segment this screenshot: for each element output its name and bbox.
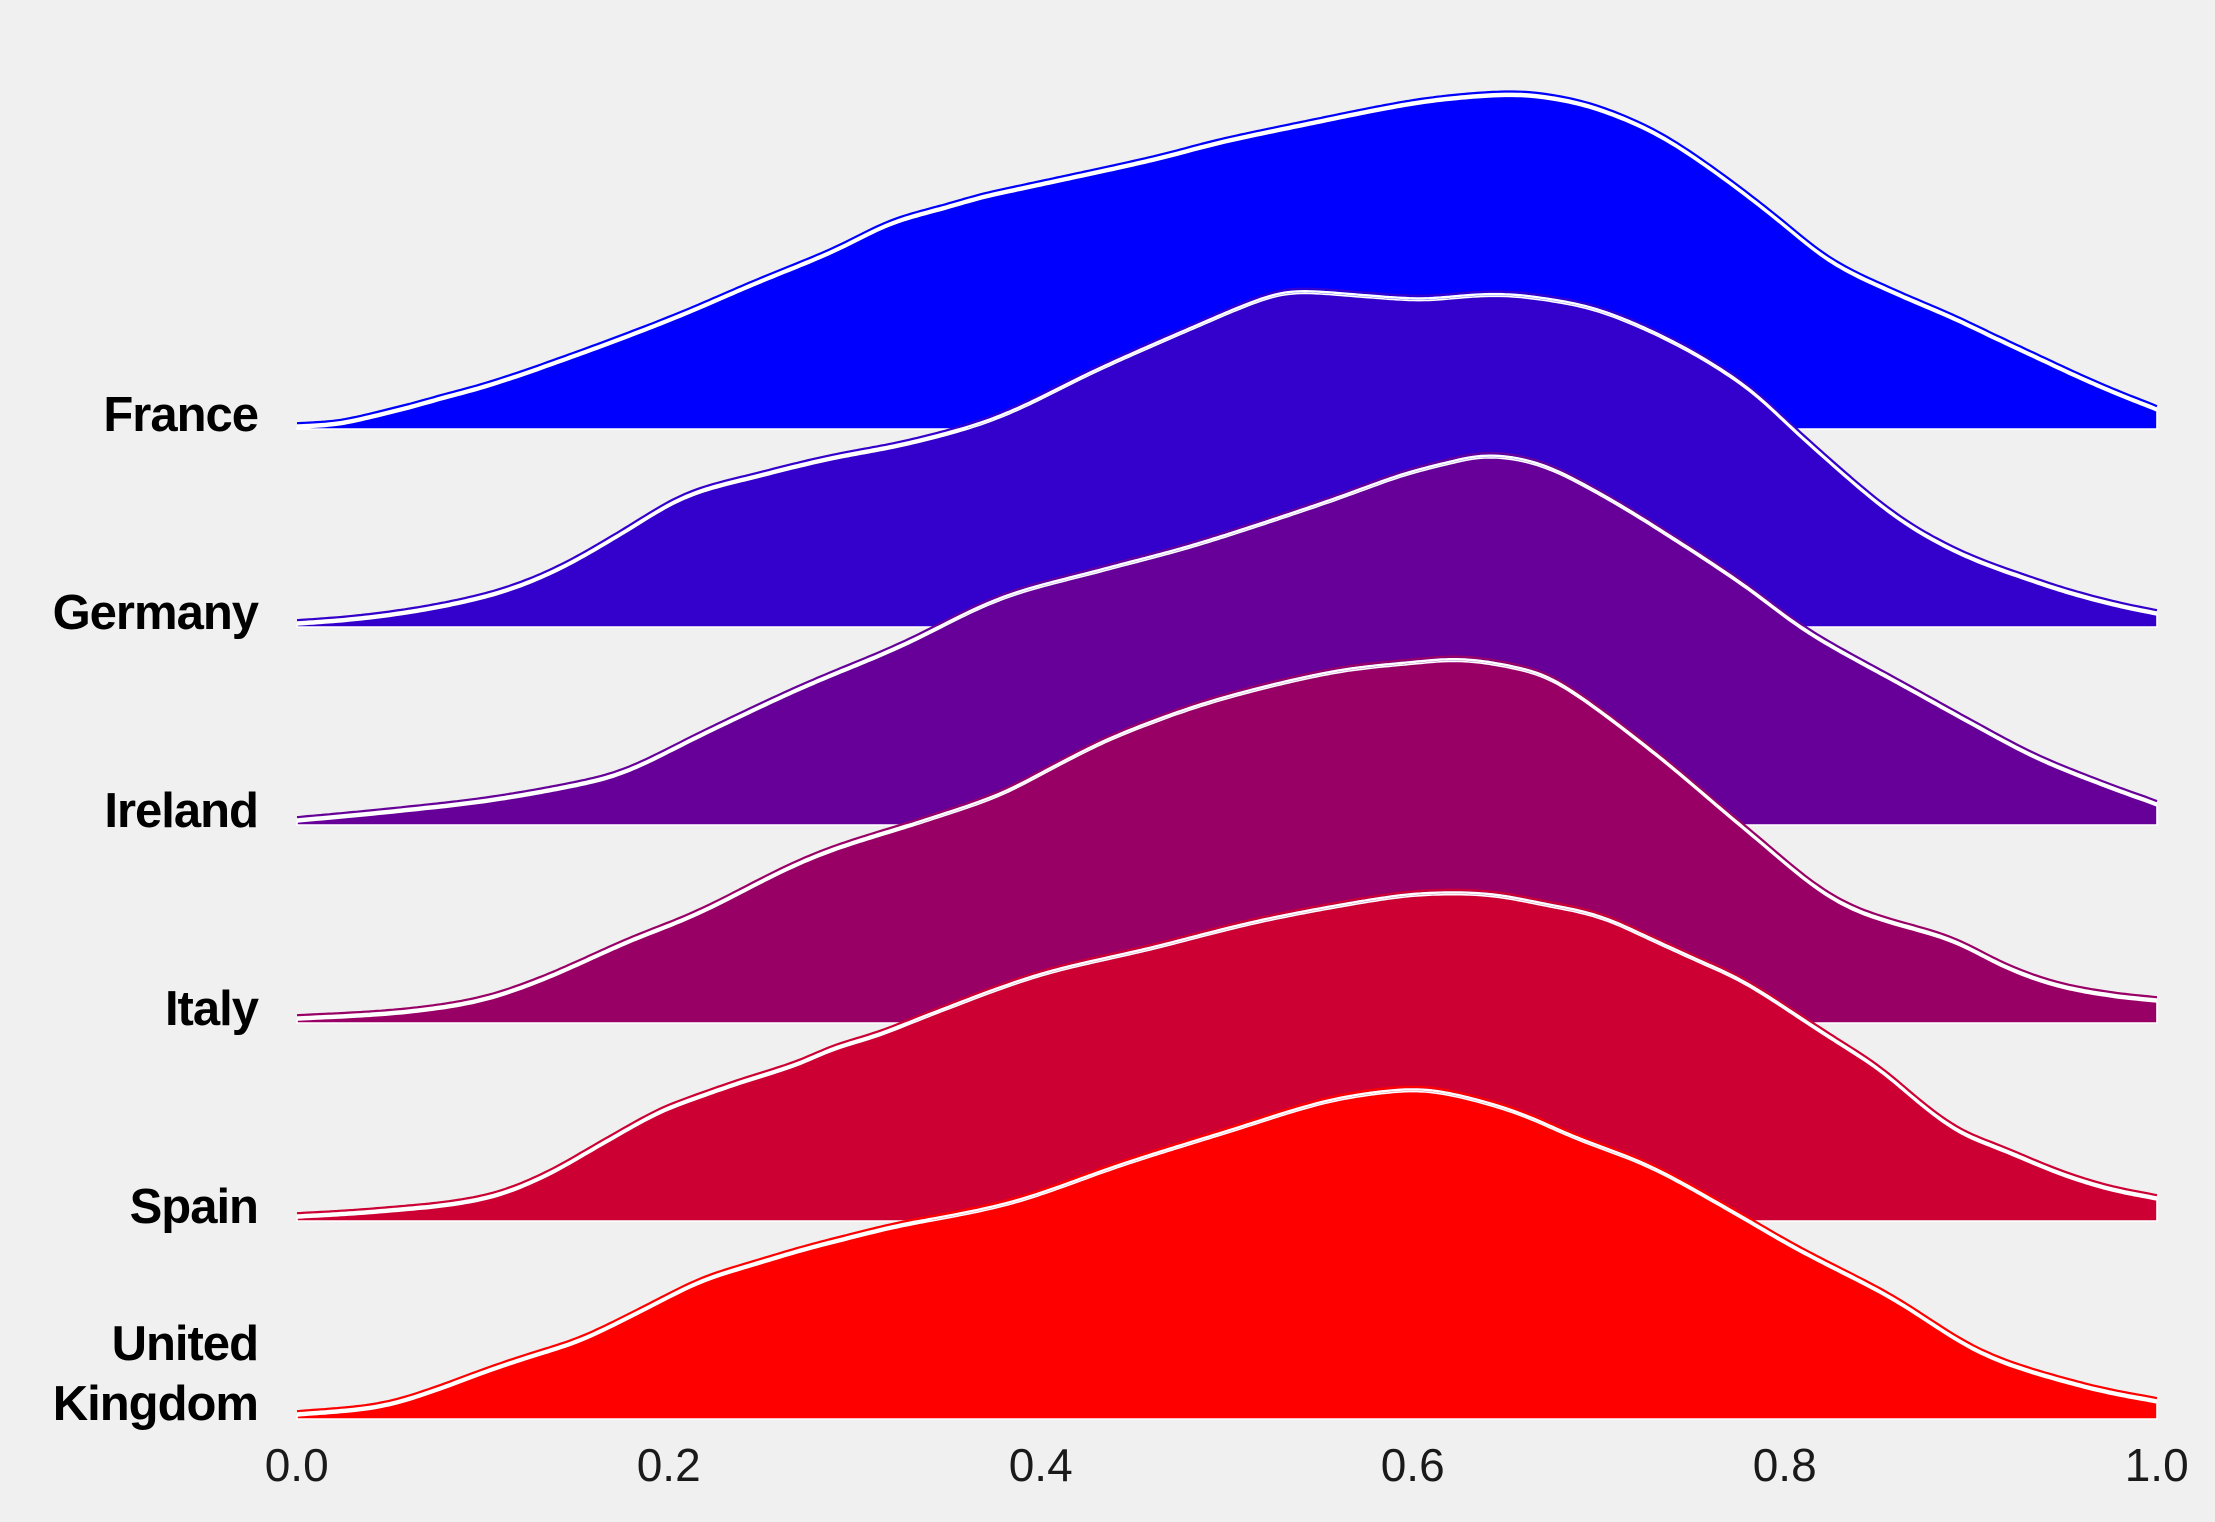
svg-text:Spain: Spain bbox=[130, 1180, 258, 1234]
svg-text:France: France bbox=[103, 388, 258, 442]
svg-text:Kingdom: Kingdom bbox=[53, 1377, 258, 1431]
svg-text:Italy: Italy bbox=[165, 982, 259, 1036]
svg-text:Germany: Germany bbox=[53, 586, 259, 640]
svg-text:0.8: 0.8 bbox=[1753, 1439, 1817, 1491]
svg-text:0.4: 0.4 bbox=[1009, 1439, 1073, 1491]
svg-text:0.0: 0.0 bbox=[265, 1439, 329, 1491]
svg-text:Ireland: Ireland bbox=[104, 784, 258, 838]
svg-text:0.6: 0.6 bbox=[1381, 1439, 1445, 1491]
svg-text:1.0: 1.0 bbox=[2125, 1439, 2189, 1491]
svg-text:0.2: 0.2 bbox=[637, 1439, 701, 1491]
svg-text:United: United bbox=[112, 1317, 258, 1371]
